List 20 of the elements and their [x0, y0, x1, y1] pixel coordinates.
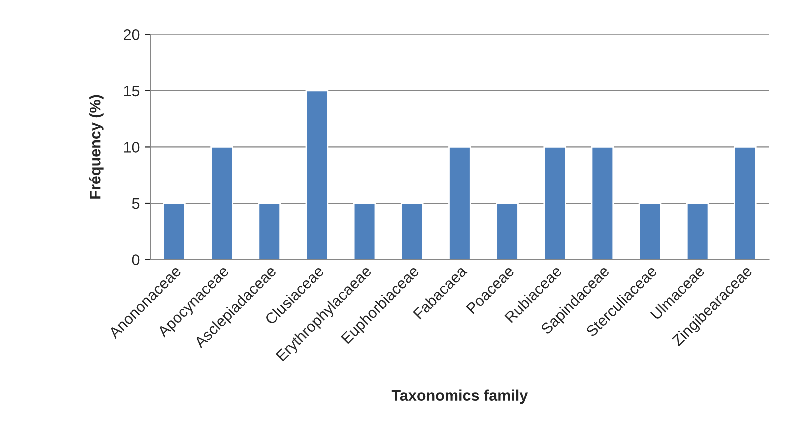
- bar: [638, 202, 662, 260]
- bar: [210, 146, 234, 260]
- bar: [353, 202, 376, 260]
- y-tick-label: 0: [132, 254, 140, 266]
- bar: [306, 90, 329, 260]
- y-tick-label: 20: [124, 30, 140, 40]
- bar: [258, 202, 282, 260]
- bar: [734, 146, 757, 260]
- bar: [544, 146, 566, 260]
- y-tick-label: 10: [124, 142, 140, 153]
- y-axis-title: Fréquency (%): [89, 95, 104, 199]
- bar: [686, 202, 710, 260]
- x-axis-title: Taxonomics family: [392, 390, 528, 404]
- bar: [496, 202, 519, 260]
- bar: [163, 202, 186, 260]
- y-tick-label: 15: [124, 86, 140, 97]
- bar: [400, 202, 424, 260]
- bar: [448, 146, 472, 260]
- y-tick-label: 5: [132, 198, 140, 210]
- bar: [591, 146, 614, 260]
